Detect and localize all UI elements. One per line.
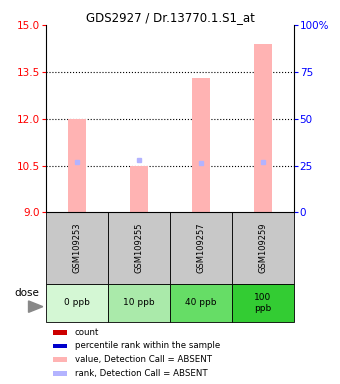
Bar [53,330,67,335]
Bar [254,44,272,212]
Bar [232,212,294,284]
Text: GSM109259: GSM109259 [259,223,268,273]
Text: 100
ppb: 100 ppb [254,293,272,313]
Text: count: count [75,328,99,337]
Bar [53,371,67,376]
Text: 10 ppb: 10 ppb [123,298,155,307]
Bar [46,284,108,322]
Bar [53,344,67,348]
Text: GSM109257: GSM109257 [197,223,205,273]
Bar [192,78,210,212]
Text: GSM109255: GSM109255 [135,223,143,273]
Text: value, Detection Call = ABSENT: value, Detection Call = ABSENT [75,355,212,364]
Text: 0 ppb: 0 ppb [64,298,90,307]
Polygon shape [29,301,43,312]
Text: percentile rank within the sample: percentile rank within the sample [75,341,220,351]
Bar [170,284,232,322]
Bar [68,119,86,212]
Bar [232,284,294,322]
Text: 40 ppb: 40 ppb [185,298,217,307]
Bar [108,212,170,284]
Text: GSM109253: GSM109253 [72,223,81,273]
Text: rank, Detection Call = ABSENT: rank, Detection Call = ABSENT [75,369,207,378]
Bar [53,357,67,362]
Title: GDS2927 / Dr.13770.1.S1_at: GDS2927 / Dr.13770.1.S1_at [86,11,254,24]
Bar [108,284,170,322]
Bar [46,212,108,284]
Bar [130,166,148,212]
Bar [170,212,232,284]
Text: dose: dose [15,288,40,298]
